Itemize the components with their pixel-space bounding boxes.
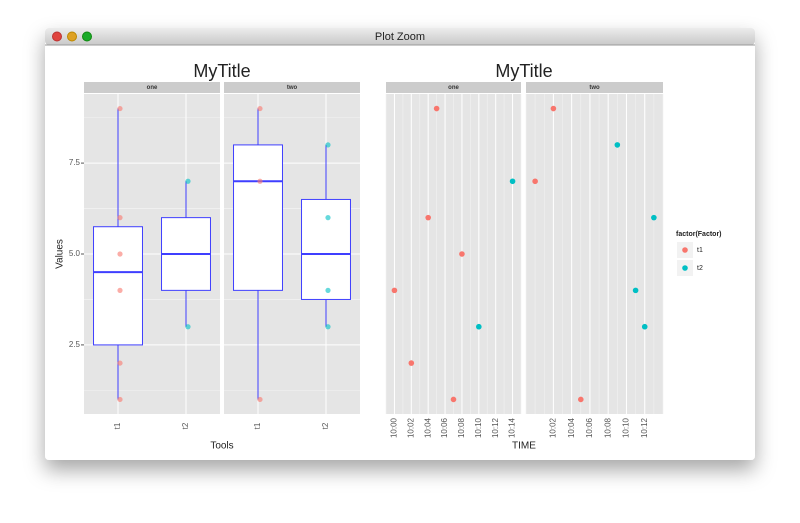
point — [117, 396, 123, 403]
x-tick-label: 10:06 — [585, 417, 594, 438]
x-tick-label: 10:10 — [622, 417, 631, 438]
legend-label: t1 — [697, 247, 703, 254]
facet-label: two — [287, 85, 298, 91]
x-tick-label: t2 — [321, 422, 330, 429]
x-tick-label: 10:12 — [640, 417, 649, 438]
x-tick-label: 10:08 — [603, 417, 612, 438]
point — [450, 396, 457, 403]
minimize-button[interactable] — [67, 31, 77, 42]
point — [550, 105, 557, 112]
x-tick-label: 10:02 — [406, 417, 415, 438]
point — [257, 105, 263, 112]
point — [641, 323, 648, 330]
point — [185, 324, 191, 330]
point — [408, 360, 415, 366]
point — [509, 178, 516, 185]
point — [425, 214, 431, 221]
y-tick-label: 5.0 — [69, 249, 81, 258]
x-tick-label: 10:10 — [474, 417, 483, 438]
box — [301, 198, 351, 300]
x-tick-label: 10:02 — [549, 417, 558, 438]
point — [632, 287, 639, 294]
x-tick-label: t1 — [253, 422, 262, 429]
legend-label: t2 — [697, 265, 703, 272]
point — [325, 287, 331, 293]
point — [532, 178, 538, 185]
facet-strip — [224, 82, 360, 93]
point — [651, 214, 657, 221]
chart-title: MyTitle — [495, 61, 552, 81]
x-tick-label: 10:00 — [390, 417, 399, 438]
x-tick-label: 10:06 — [440, 417, 449, 438]
y-tick-label: 7.5 — [69, 158, 81, 167]
point — [185, 178, 191, 184]
point — [476, 323, 482, 330]
point — [117, 105, 123, 112]
legend-title: factor(Factor) — [676, 231, 722, 238]
x-tick-label: 10:04 — [567, 417, 576, 438]
point — [614, 142, 621, 148]
x-axis-label: Tools — [210, 441, 233, 452]
point — [257, 396, 263, 403]
legend-marker — [682, 265, 688, 271]
chart-title: MyTitle — [193, 61, 250, 81]
point — [117, 287, 123, 293]
facet-label: one — [147, 85, 158, 91]
x-tick-label: 10:12 — [491, 417, 500, 438]
x-tick-label: 10:14 — [508, 417, 517, 438]
point — [257, 178, 263, 184]
point — [433, 105, 440, 112]
x-tick-label: t1 — [113, 422, 122, 429]
point — [325, 142, 331, 148]
y-axis-label: Values — [55, 239, 66, 269]
point — [459, 251, 465, 257]
point — [117, 251, 123, 257]
x-tick-label: 10:08 — [457, 417, 466, 438]
title-bar — [45, 28, 755, 45]
panel — [526, 94, 663, 414]
point — [578, 396, 584, 403]
zoom-button[interactable] — [82, 31, 92, 42]
facet-label: one — [448, 85, 459, 91]
close-button[interactable] — [52, 31, 62, 42]
facet-strip — [526, 82, 663, 93]
point — [325, 215, 331, 221]
x-tick-label: t2 — [181, 422, 190, 429]
box — [233, 144, 283, 291]
facet-strip — [386, 82, 521, 93]
point — [117, 215, 123, 221]
point — [325, 324, 331, 330]
point — [117, 360, 123, 366]
box — [93, 226, 143, 346]
x-axis-label: TIME — [512, 441, 536, 452]
y-tick-label: 2.5 — [69, 340, 81, 349]
point — [391, 287, 398, 294]
window-title: Plot Zoom — [375, 31, 425, 43]
x-tick-label: 10:04 — [423, 417, 432, 438]
facet-strip — [84, 82, 220, 93]
facet-label: two — [589, 85, 600, 91]
legend-marker — [682, 247, 688, 253]
